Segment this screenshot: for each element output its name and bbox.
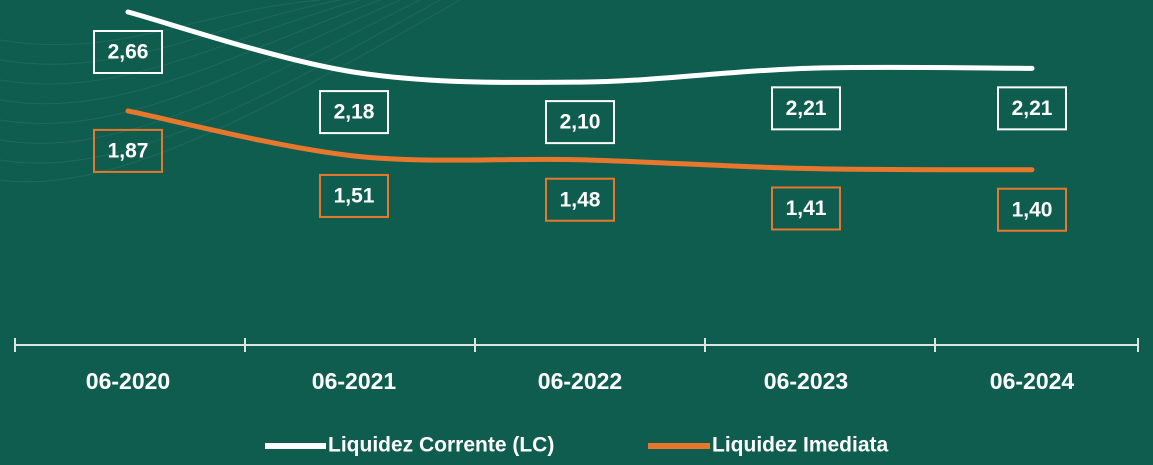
x-tick-label: 06-2023 <box>764 368 848 394</box>
legend-label: Liquidez Imediata <box>712 434 889 457</box>
data-label: 1,51 <box>334 185 375 208</box>
data-label: 1,48 <box>560 188 601 211</box>
data-label: 1,87 <box>108 139 149 162</box>
legend-label: Liquidez Corrente (LC) <box>328 434 554 457</box>
data-label: 2,21 <box>1012 97 1053 120</box>
data-label-box <box>997 187 1067 232</box>
x-axis <box>14 338 1139 352</box>
series-line <box>125 108 1035 173</box>
data-label-box <box>93 30 163 75</box>
data-label: 1,41 <box>786 197 827 220</box>
data-label-box <box>545 177 615 222</box>
data-label-box <box>771 186 841 231</box>
x-tick-label: 06-2021 <box>312 368 397 394</box>
data-label: 2,21 <box>786 97 827 120</box>
background-waves <box>0 0 461 183</box>
data-label-box <box>545 100 615 145</box>
data-label-box <box>771 86 841 131</box>
series-line <box>125 9 1035 85</box>
data-label-box <box>93 128 163 173</box>
data-label: 2,18 <box>334 101 375 124</box>
data-label-box <box>319 90 389 135</box>
x-tick-label: 06-2024 <box>990 368 1075 394</box>
data-label-box <box>319 173 389 218</box>
data-label: 1,40 <box>1012 198 1053 221</box>
data-label-box <box>997 86 1067 131</box>
x-tick-label: 06-2020 <box>86 368 170 394</box>
x-tick-label: 06-2022 <box>538 368 622 394</box>
data-label: 2,10 <box>560 111 601 134</box>
data-label: 2,66 <box>108 41 149 64</box>
